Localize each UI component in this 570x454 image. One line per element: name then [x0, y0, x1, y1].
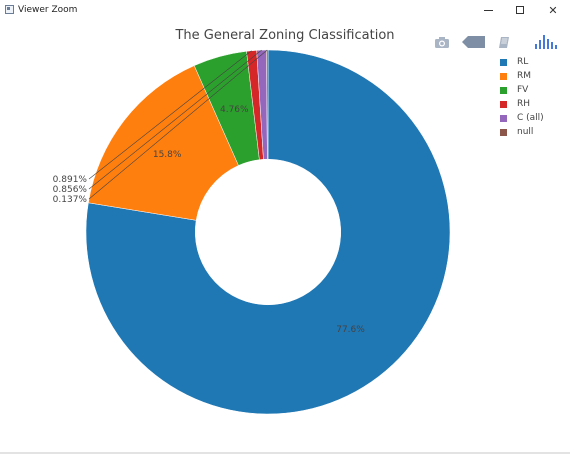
plotly-logo-icon — [535, 35, 557, 49]
legend-item-rl[interactable]: RL — [500, 55, 544, 69]
app-icon — [5, 5, 14, 14]
slice-label-leader — [88, 49, 268, 200]
pie-slice-rl[interactable] — [85, 49, 451, 415]
legend-item-c-all[interactable]: C (all) — [500, 111, 544, 125]
slice-label-leader — [88, 50, 252, 180]
plotly-logo-button[interactable] — [532, 32, 560, 52]
legend-swatch — [500, 128, 507, 136]
slice-label-leader — [88, 49, 262, 190]
legend-swatch — [500, 100, 507, 108]
close-button[interactable]: ✕ — [537, 0, 569, 20]
tag-icon — [462, 36, 485, 48]
legend-swatch — [500, 58, 507, 66]
chart-title: The General Zoning Classification — [175, 28, 395, 43]
slice-label: 15.8% — [153, 150, 182, 160]
legend-item-null[interactable]: null — [500, 125, 544, 139]
window-bottom-border — [0, 452, 570, 454]
slice-label: 0.137% — [53, 195, 88, 205]
legend-swatch — [500, 72, 507, 80]
slice-label: 0.856% — [53, 185, 88, 195]
book-icon — [499, 36, 509, 48]
legend-label: RL — [517, 57, 529, 67]
minimize-button[interactable] — [472, 0, 504, 20]
legend-item-rh[interactable]: RH — [500, 97, 544, 111]
maximize-icon — [516, 6, 524, 14]
minimize-icon — [483, 9, 493, 11]
window-titlebar: Viewer Zoom ✕ — [0, 0, 570, 20]
legend-label: RM — [517, 71, 532, 81]
slice-label: 0.891% — [53, 175, 88, 185]
legend-label: C (all) — [517, 113, 544, 123]
legend-item-rm[interactable]: RM — [500, 69, 544, 83]
close-icon: ✕ — [548, 3, 558, 17]
legend-label: null — [517, 127, 534, 137]
maximize-button[interactable] — [504, 0, 536, 20]
legend-label: FV — [517, 85, 529, 95]
show-closest-data-button[interactable] — [496, 32, 512, 52]
download-png-button[interactable] — [432, 32, 452, 52]
camera-icon — [435, 36, 449, 48]
chart-legend: RL RM FV RH C (all) null — [500, 55, 544, 139]
hover-tag-button[interactable] — [460, 32, 486, 52]
pie-slice-rm[interactable] — [88, 65, 239, 221]
slice-label: 4.76% — [220, 105, 249, 115]
legend-swatch — [500, 114, 507, 122]
legend-label: RH — [517, 99, 531, 109]
legend-swatch — [500, 86, 507, 94]
window-title: Viewer Zoom — [18, 5, 78, 15]
legend-item-fv[interactable]: FV — [500, 83, 544, 97]
slice-label: 77.6% — [336, 325, 365, 335]
